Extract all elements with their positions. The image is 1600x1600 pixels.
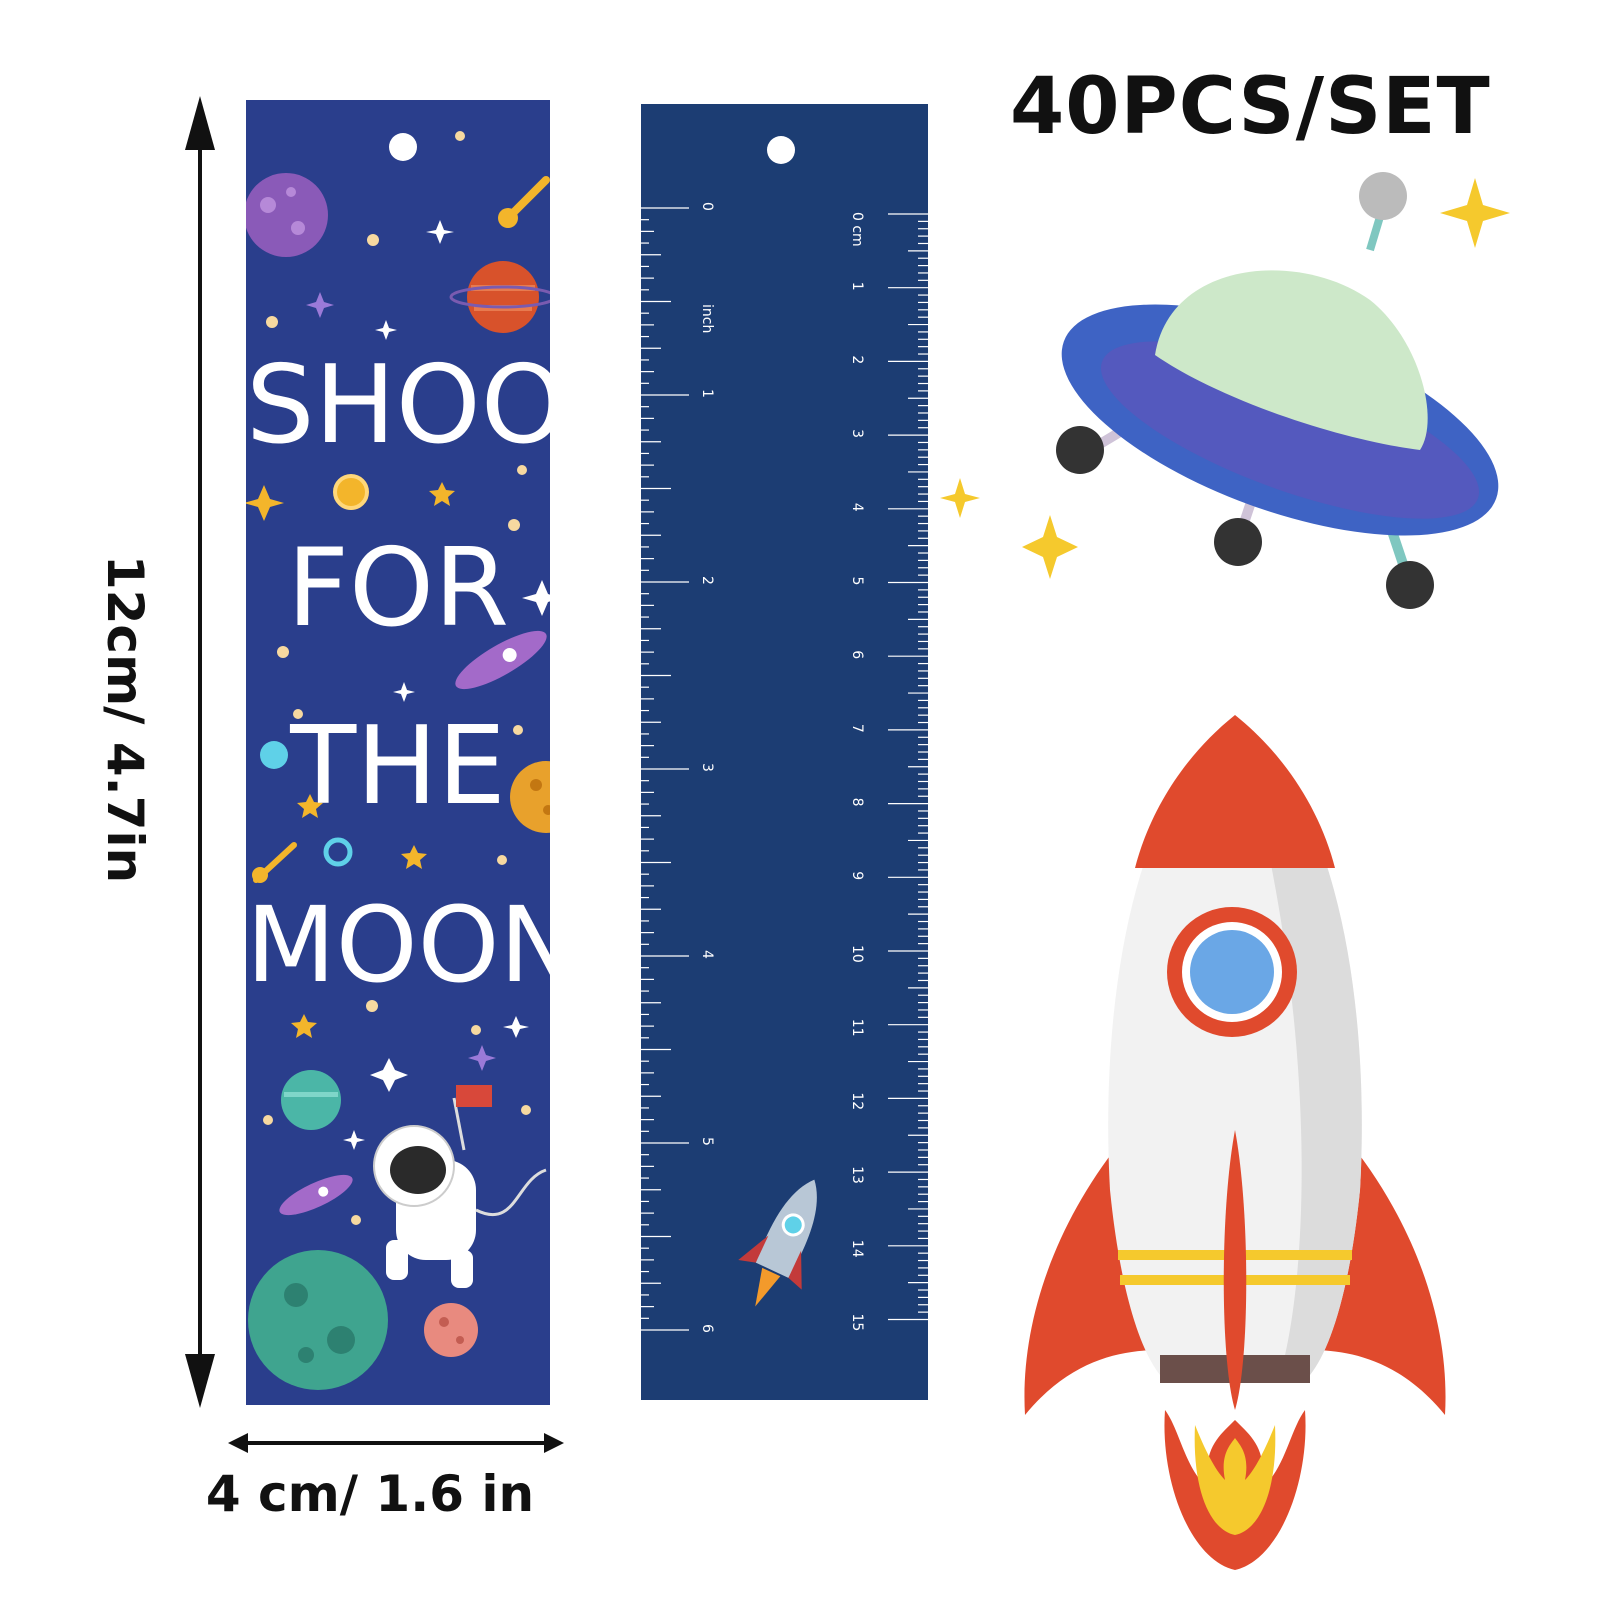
planet-icon [510, 761, 550, 833]
cm-number: 12 [849, 1092, 865, 1110]
rocket-icon [455, 630, 547, 690]
cm-number: 10 [849, 945, 865, 963]
cm-number: 14 [849, 1240, 865, 1258]
inch-number: 2 [699, 576, 715, 585]
cm-number: 6 [849, 650, 865, 659]
small-planet-icon [333, 474, 369, 510]
meteor-icon [252, 842, 297, 883]
inch-number: 0 [699, 202, 715, 211]
width-dimension-label: 4 cm/ 1.6 in [205, 1465, 535, 1523]
planet-icon [449, 261, 550, 333]
dimension-arrows [185, 96, 564, 1453]
star-icon [306, 292, 496, 1071]
sparkle-icon [1022, 515, 1078, 579]
punch-hole [389, 133, 417, 161]
cm-number: 5 [849, 577, 865, 586]
rocket-icon [279, 1174, 353, 1216]
inch-number: 4 [699, 950, 715, 959]
cm-number: 2 [849, 355, 865, 364]
cm-number: 13 [849, 1166, 865, 1184]
sparkle-icon [1440, 178, 1510, 248]
inch-number: 6 [699, 1324, 715, 1333]
cm-number: 3 [849, 429, 865, 438]
bookmark-word-moon: MOON [246, 884, 578, 1006]
star-icon [246, 482, 455, 1038]
cm-unit-label: 0 cm [849, 212, 865, 247]
sparkle-icon [940, 478, 980, 518]
height-arrow [185, 96, 215, 1408]
dot-stars [263, 131, 531, 1225]
planet-icon [281, 1070, 341, 1130]
planet-icon [248, 1250, 388, 1390]
set-count-label: 40PCS/SET [1010, 62, 1491, 152]
cm-number: 11 [849, 1019, 865, 1037]
planet-icon [246, 173, 328, 257]
flag-icon [456, 1085, 492, 1107]
planet-icon [424, 1303, 478, 1357]
inch-unit-label: inch [699, 304, 715, 333]
ufo-icon [1056, 172, 1499, 609]
inch-scale: 0 1 2 3 4 5 6 [641, 202, 715, 1333]
meteor-icon [498, 176, 550, 228]
inch-number: 3 [699, 763, 715, 772]
astronaut-icon [373, 1085, 547, 1288]
rocket-icon [738, 1179, 817, 1307]
bookmark-word-the: THE [290, 704, 506, 829]
cm-number: 15 [849, 1314, 865, 1332]
sparkle-group [940, 178, 1510, 579]
cm-number: 9 [849, 871, 865, 880]
sparkle-icon [343, 220, 550, 1150]
cm-number: 8 [849, 798, 865, 807]
height-dimension-label: 12cm/ 4.7in [96, 554, 154, 884]
cm-number: 1 [849, 282, 865, 291]
bookmark-word-shoot: SHOOT [246, 343, 632, 468]
inch-number: 1 [699, 389, 715, 398]
small-planet-icon [260, 741, 288, 769]
punch-hole [767, 136, 795, 164]
cm-number: 7 [849, 724, 865, 733]
width-arrow [228, 1433, 564, 1453]
rocket-icon [1024, 715, 1446, 1570]
bookmark-front [246, 100, 550, 1405]
inch-number: 5 [699, 1137, 715, 1146]
bookmark-word-for: FOR [286, 526, 510, 651]
small-planet-icon [323, 837, 353, 867]
cm-number: 4 [849, 503, 865, 512]
